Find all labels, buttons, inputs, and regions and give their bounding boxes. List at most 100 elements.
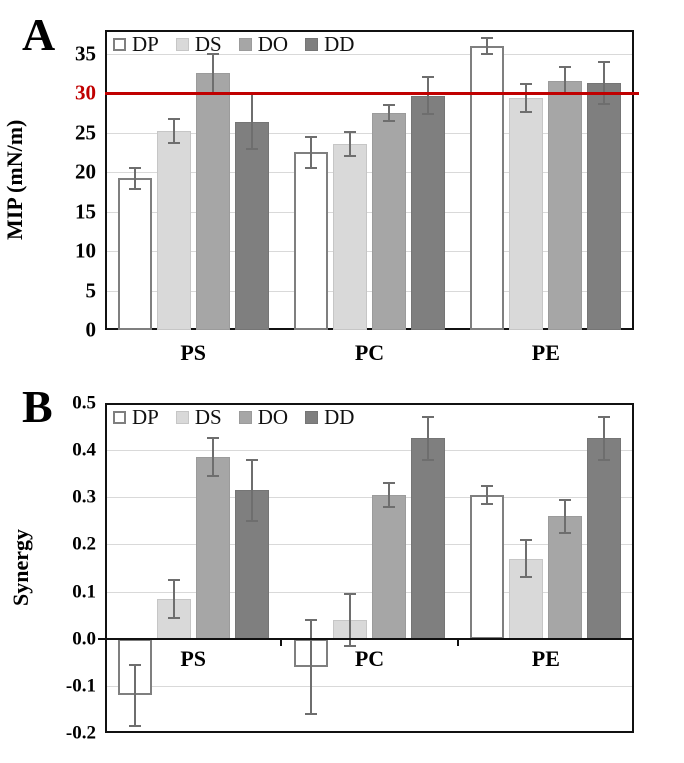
error-cap-top-DD-PC <box>422 416 434 419</box>
legend-item-DP: DP <box>113 407 159 428</box>
category-boundary-tick-1 <box>280 638 283 646</box>
error-bar-DD-PC <box>427 77 429 114</box>
error-cap-top-DS-PS <box>167 118 180 121</box>
error-cap-bottom-DP-PS <box>128 724 141 727</box>
error-cap-top-DP-PC <box>305 618 317 621</box>
bar-DO-PS <box>195 457 230 639</box>
category-label-a-PE: PE <box>531 340 560 365</box>
y-tick-label-a-10: 10 <box>75 238 96 263</box>
error-bar-DS-PC <box>349 593 351 646</box>
legend-swatch-DS <box>175 38 189 51</box>
error-cap-top-DS-PE <box>520 538 533 541</box>
y-tick-label-b-0.0: 0.0 <box>72 628 96 650</box>
bar-DO-PE <box>548 80 583 330</box>
error-cap-top-DO-PC <box>383 104 395 106</box>
legend-item-DS: DS <box>175 32 222 56</box>
error-cap-bottom-DD-PS <box>245 148 258 151</box>
error-bar-DS-PS <box>172 579 175 618</box>
gridline-a-10 <box>107 251 632 253</box>
error-cap-top-DP-PE <box>481 36 494 39</box>
error-cap-top-DD-PC <box>422 76 434 79</box>
y-tick-label-a-30: 30 <box>75 80 96 105</box>
error-bar-DP-PC <box>310 619 312 715</box>
error-cap-bottom-DD-PE <box>598 103 611 106</box>
legend-swatch-DD <box>305 38 319 51</box>
error-cap-top-DD-PE <box>598 416 611 419</box>
legend-item-DO: DO <box>238 32 289 56</box>
error-cap-top-DD-PS <box>245 458 258 461</box>
bar-DS-PS <box>156 131 191 330</box>
legend-b: DP DS DO DD <box>113 407 371 428</box>
y-tick-label-a-35: 35 <box>75 41 96 66</box>
error-cap-top-DP-PS <box>128 167 141 170</box>
error-cap-bottom-DO-PC <box>383 505 395 508</box>
error-bar-DD-PS <box>250 93 253 150</box>
y-tick-label-a-20: 20 <box>75 159 96 184</box>
error-cap-top-DS-PE <box>520 82 533 85</box>
category-label-b-PS: PS <box>180 645 206 671</box>
error-bar-DD-PE <box>603 61 606 105</box>
error-cap-top-DS-PC <box>344 130 356 133</box>
bar-DO-PC <box>372 112 406 330</box>
legend-label-DS: DS <box>194 32 222 56</box>
y-tick-label-b--0.1: -0.1 <box>65 675 96 697</box>
category-label-a-PS: PS <box>180 340 206 365</box>
legend-item-DS: DS <box>175 407 222 428</box>
legend-item-DP: DP <box>113 34 159 55</box>
error-cap-top-DO-PS <box>206 52 219 55</box>
panel-b-plot-area <box>105 403 634 733</box>
bar-DO-PE <box>548 516 583 639</box>
error-bar-DP-PC <box>310 136 312 169</box>
error-cap-top-DP-PS <box>128 663 141 666</box>
y-tick-label-a-5: 5 <box>85 278 97 303</box>
legend-swatch-DP <box>113 411 126 424</box>
panel-b-y-axis-title: Synergy <box>8 529 33 607</box>
y-tick-label-b-0.5: 0.5 <box>72 392 96 414</box>
bar-DP-PE <box>470 494 505 639</box>
legend-label-DO: DO <box>257 32 289 56</box>
legend-item-DO: DO <box>238 405 289 429</box>
gridline-b--0.1 <box>107 685 632 687</box>
legend-swatch-DD <box>305 411 319 424</box>
error-cap-bottom-DP-PS <box>128 187 141 190</box>
bar-DD-PC <box>411 438 445 639</box>
error-cap-bottom-DS-PE <box>520 576 533 579</box>
legend-a: DP DS DO DD <box>113 34 371 55</box>
error-cap-top-DP-PC <box>305 135 317 138</box>
error-bar-DO-PE <box>564 67 567 94</box>
error-bar-DP-PE <box>486 37 489 54</box>
category-label-b-PC: PC <box>354 645 385 671</box>
zero-axis-left-tick <box>98 637 105 640</box>
legend-swatch-DS <box>175 411 189 424</box>
gridline-a-35 <box>107 53 632 55</box>
y-tick-label-b-0.2: 0.2 <box>72 533 96 555</box>
bar-DD-PS <box>234 121 269 330</box>
bar-DS-PE <box>509 97 544 330</box>
error-bar-DO-PE <box>564 499 567 533</box>
error-bar-DS-PC <box>349 131 351 156</box>
error-cap-bottom-DS-PE <box>520 111 533 114</box>
y-tick-label-b-0.3: 0.3 <box>72 486 96 508</box>
error-cap-bottom-DD-PC <box>422 458 434 461</box>
error-bar-DD-PC <box>427 417 429 460</box>
y-tick-label-a-15: 15 <box>75 199 96 224</box>
bar-DP-PC <box>294 152 328 330</box>
gridline-b-0.3 <box>107 497 632 499</box>
error-bar-DS-PE <box>525 539 528 578</box>
error-bar-DO-PC <box>388 105 390 121</box>
error-cap-bottom-DP-PC <box>305 713 317 716</box>
legend-label-DO: DO <box>257 405 289 429</box>
bar-DO-PC <box>372 494 406 639</box>
error-bar-DS-PE <box>525 83 528 113</box>
gridline-a-25 <box>107 132 632 134</box>
y-tick-label-b--0.2: -0.2 <box>65 722 96 744</box>
error-bar-DD-PS <box>250 459 253 521</box>
gridline-b-0.2 <box>107 544 632 546</box>
panel-a-y-axis-title: MIP (mN/m) <box>2 119 27 241</box>
legend-swatch-DP <box>113 38 126 51</box>
legend-label-DP: DP <box>132 32 159 56</box>
error-bar-DO-PS <box>211 438 214 477</box>
panel-a-letter: A <box>22 9 56 60</box>
bar-DD-PE <box>587 82 622 330</box>
